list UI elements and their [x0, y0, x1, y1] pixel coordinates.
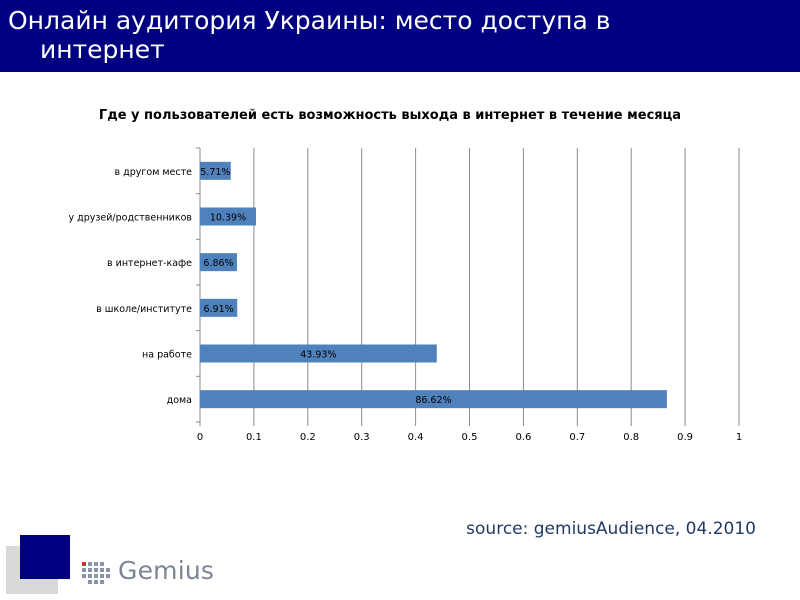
bar — [200, 344, 437, 363]
corner-square — [20, 535, 70, 579]
category-label: на работе — [142, 350, 192, 361]
x-tick-label: 0.8 — [623, 432, 639, 443]
category-label: у друзей/родственников — [69, 213, 193, 224]
x-tick-label: 0.3 — [354, 432, 370, 443]
gemius-logo-icon — [82, 562, 110, 584]
category-label: в интернет-кафе — [107, 258, 192, 269]
category-label: дома — [167, 395, 192, 406]
x-tick-label: 0.4 — [408, 432, 424, 443]
bar — [200, 207, 257, 226]
gemius-logo-text: Gemius — [118, 556, 215, 585]
x-tick-label: 0.7 — [569, 432, 585, 443]
bar — [200, 253, 237, 272]
data-label: 6.91% — [204, 304, 234, 315]
data-label: 6.86% — [203, 258, 233, 269]
x-tick-label: 0.9 — [677, 432, 693, 443]
data-label: 86.62% — [415, 395, 451, 406]
x-tick-label: 0.1 — [246, 432, 262, 443]
chart-title: Где у пользователей есть возможность вых… — [99, 108, 681, 123]
data-label: 43.93% — [300, 350, 336, 361]
page-title: Онлайн аудитория Украины: место доступа … — [8, 6, 792, 64]
bar — [200, 161, 231, 180]
x-tick-label: 0 — [197, 432, 203, 443]
data-label: 10.39% — [210, 213, 246, 224]
page-title-line1: Онлайн аудитория Украины: место доступа … — [8, 6, 611, 35]
bar-chart: Где у пользователей есть возможность вых… — [69, 108, 743, 443]
x-tick-label: 0.2 — [300, 432, 316, 443]
x-tick-label: 1 — [736, 432, 742, 443]
data-label: 5.71% — [200, 167, 230, 178]
category-label: в другом месте — [115, 167, 193, 178]
bar — [200, 390, 667, 409]
title-banner: Онлайн аудитория Украины: место доступа … — [0, 0, 800, 72]
bar — [200, 298, 238, 317]
category-label: в школе/институте — [96, 304, 192, 315]
source-note: source: gemiusAudience, 04.2010 — [466, 519, 756, 539]
page-title-line2: интернет — [40, 35, 165, 64]
x-tick-label: 0.5 — [462, 432, 478, 443]
x-tick-label: 0.6 — [515, 432, 531, 443]
